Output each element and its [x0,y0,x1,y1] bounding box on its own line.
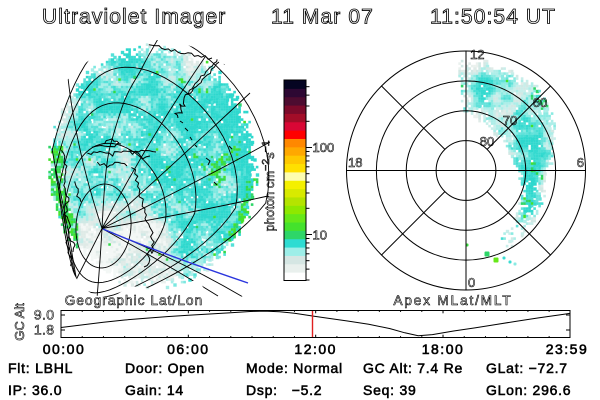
strip-ytick-1.8: 1.8 [34,322,55,338]
geo-map-image [48,43,260,290]
altitude-curve [60,310,570,337]
strip-xtick-label-18:00: 18:00 [422,341,465,357]
date-label: 11 Mar 07 [271,6,374,29]
status-cell-r1c4: GLon: 296.6 [486,382,571,398]
polar-lat-label-70: 70 [503,113,517,128]
altitude-strip-chart [60,310,571,338]
geo-map-grid [51,40,271,300]
status-readouts: Flt: LBHL Door: Open Mode: Normal GC Alt: 7… [8,360,571,399]
status-cell-r0c3: GC Alt: 7.4 Re [363,360,463,376]
colorbar-border [283,79,307,281]
strip-xtick-label-00:00: 00:00 [43,341,86,357]
strip-ylabel: GC Alt [12,303,27,341]
status-cell-r1c1: Gain: 14 [125,382,184,398]
mlt-label-12: 12 [470,47,484,62]
colorbar-axis-label: photon cm−2s−1 [260,140,277,231]
strip-frame [60,310,571,338]
polar-lat-label-80: 80 [480,134,494,149]
geo-panel-caption: Geographic Lat/Lon [65,293,203,308]
mlt-label-18: 18 [348,155,362,170]
polar-lat-labels: 80 70 60 [479,95,547,150]
colorbar-ticks [306,86,312,281]
strip-xtick-label-23:59: 23:59 [546,341,589,357]
time-label: 11:50:54 UT [430,6,556,29]
strip-xtick-label-12:00: 12:00 [294,341,337,357]
status-cell-r0c4: GLat: −72.7 [486,360,568,376]
colorbar-tick-label-100: 100 [313,140,335,155]
colorbar [284,80,306,281]
geo-map-coastlines [61,44,268,275]
status-cell-r1c3: Seq: 39 [363,382,417,398]
strip-xtick-label-06:00: 06:00 [167,341,210,357]
instrument-title: Ultraviolet Imager [42,6,226,29]
geo-terminator-line [102,228,249,284]
status-cell-r0c1: Door: Open [125,360,205,376]
mlt-label-0: 0 [468,275,475,290]
strip-xtick-labels: 00:00 06:00 12:00 18:00 23:59 [42,341,589,358]
status-cell-r1c2: Dsp: −5.2 [246,382,322,398]
status-cell-r0c0: Flt: LBHL [8,360,73,376]
strip-ticks [61,310,570,338]
polar-panel-caption: Apex MLat/MLT [394,293,513,308]
polar-map-image [458,57,556,266]
polar-grid [346,50,586,291]
colorbar-tick-label-10: 10 [313,228,327,243]
strip-ytick-9: 9.0 [34,307,55,323]
polar-lat-label-60: 60 [533,95,547,110]
mlt-label-6: 6 [577,155,584,170]
status-cell-r0c2: Mode: Normal [246,360,343,376]
status-cell-r1c0: IP: 36.0 [8,382,62,398]
